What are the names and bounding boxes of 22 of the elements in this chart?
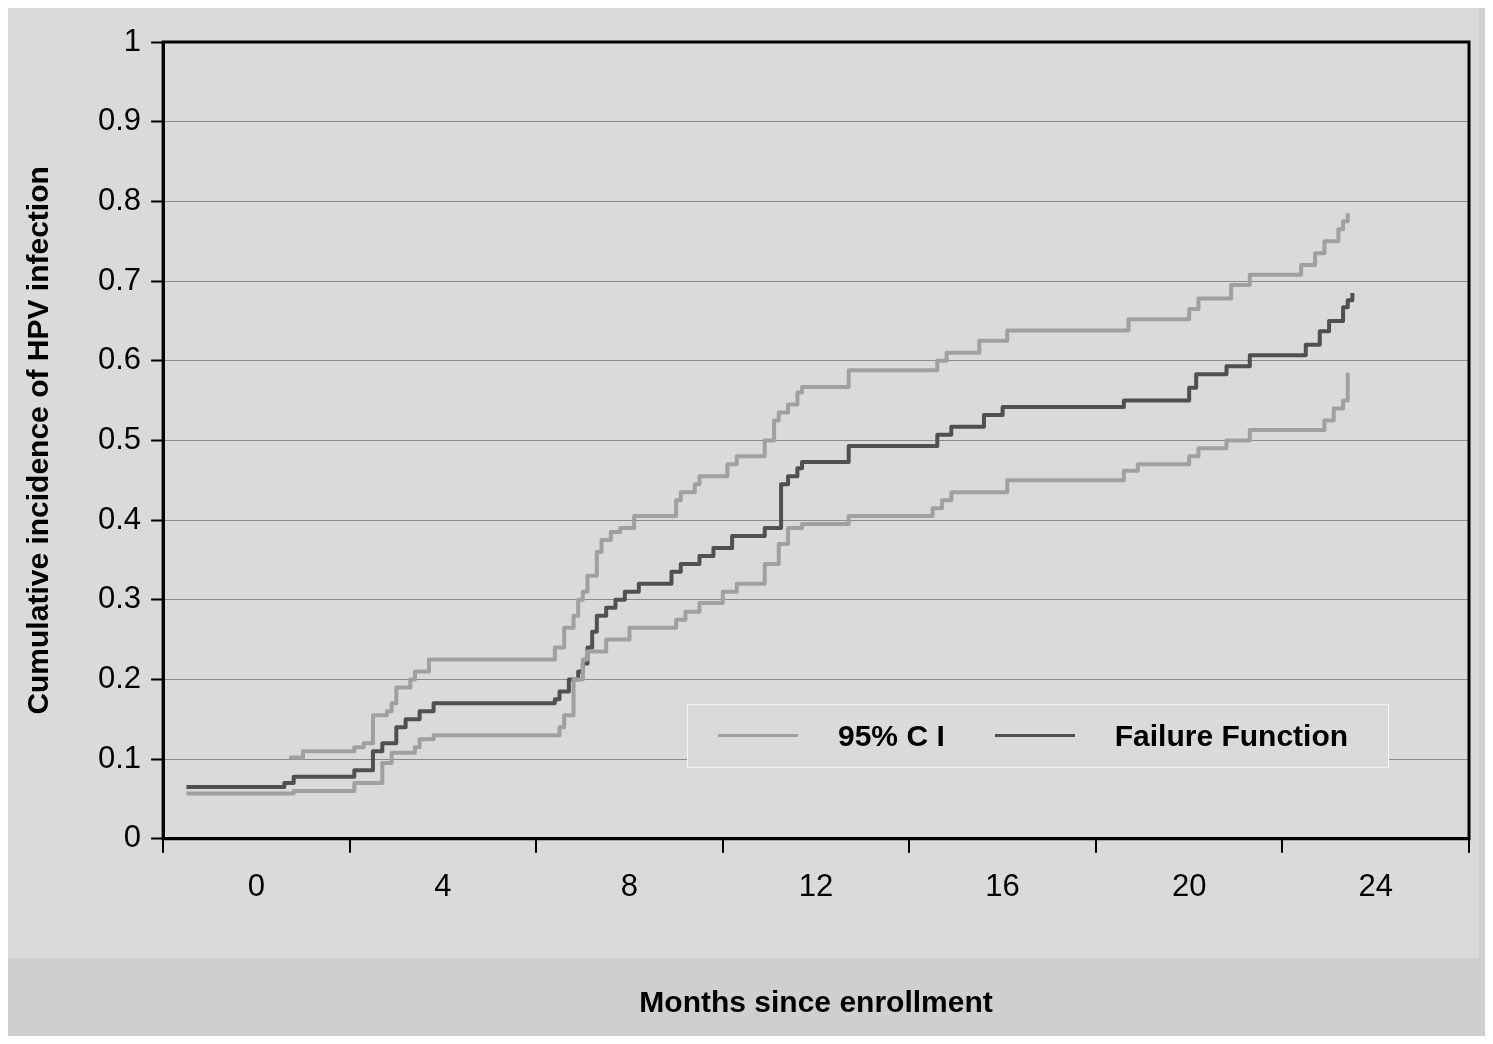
- y-tick-label: 0.5: [97, 420, 142, 456]
- y-tick-label: 0: [123, 819, 142, 855]
- x-axis-title: Months since enrollment: [639, 985, 993, 1019]
- y-tick-label: 0.2: [97, 659, 142, 695]
- legend-label: Failure Function: [1114, 718, 1349, 753]
- y-tick-label: 0.8: [97, 181, 142, 217]
- y-tick-label: 0.6: [97, 341, 142, 377]
- x-tick-label: 4: [434, 867, 452, 903]
- x-tick-label: 24: [1358, 867, 1393, 903]
- y-tick-label: 0.1: [97, 739, 142, 775]
- x-tick-label: 16: [985, 867, 1020, 903]
- legend-label: 95% C I: [838, 718, 945, 753]
- x-tick-label: 12: [798, 867, 834, 903]
- y-tick-label: 0.7: [97, 261, 142, 297]
- y-axis-title: Cumulative incidence of HPV infection: [21, 166, 55, 715]
- y-tick-label: 0.4: [97, 500, 142, 536]
- y-tick-label: 0.3: [97, 580, 142, 616]
- y-tick-label: 1: [123, 22, 142, 58]
- x-tick-label: 8: [620, 867, 639, 903]
- y-tick-label: 0.9: [97, 102, 142, 138]
- x-tick-label: 20: [1171, 867, 1207, 903]
- x-tick-label: 0: [247, 867, 265, 903]
